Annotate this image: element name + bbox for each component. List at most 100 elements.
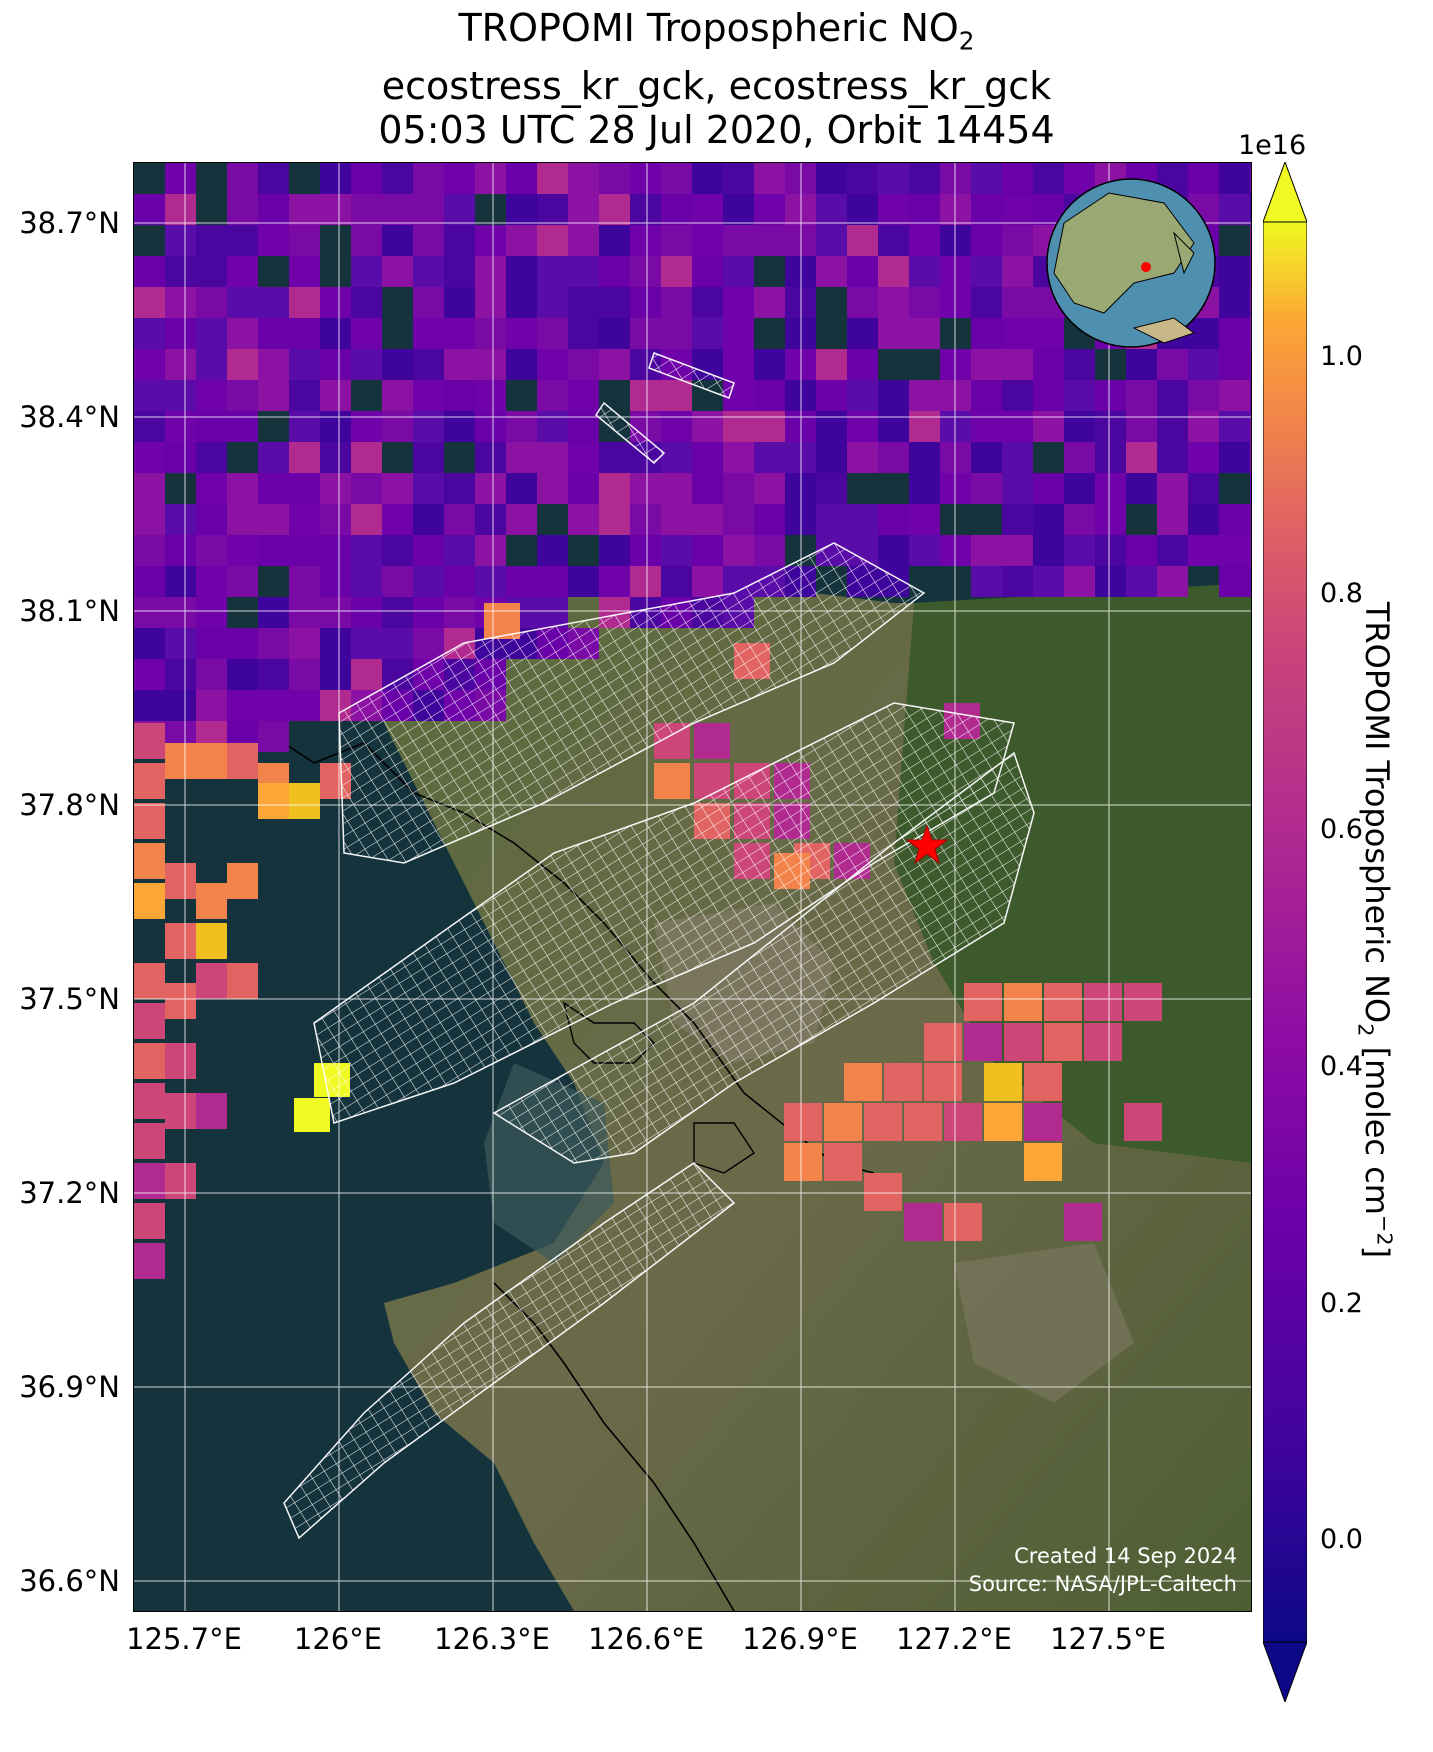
no2-pixel	[289, 349, 320, 380]
no2-pixel	[1002, 380, 1033, 411]
no2-pixel	[134, 597, 165, 628]
no2-pixel	[444, 225, 475, 256]
no2-pixel	[1219, 194, 1250, 225]
no2-pixel	[1002, 473, 1033, 504]
no2-pixel	[165, 349, 196, 380]
no2-pixel	[909, 442, 940, 473]
no2-pixel	[165, 863, 196, 899]
no2-pixel	[971, 163, 1002, 194]
no2-pixel	[320, 442, 351, 473]
no2-pixel	[258, 287, 289, 318]
no2-pixel	[971, 380, 1002, 411]
no2-pixel	[537, 380, 568, 411]
no2-pixel	[258, 597, 289, 628]
lat-label: 38.4°N	[19, 400, 120, 434]
no2-pixel	[1002, 256, 1033, 287]
no2-pixel	[630, 256, 661, 287]
no2-pixel	[320, 411, 351, 442]
no2-pixel	[630, 318, 661, 349]
title-line-2: ecostress_kr_gck, ecostress_kr_gck	[381, 63, 1052, 108]
no2-pixel	[506, 442, 537, 473]
no2-pixel	[444, 194, 475, 225]
no2-pixel	[537, 287, 568, 318]
no2-pixel	[630, 380, 661, 411]
title-line-1: TROPOMI Tropospheric NO2	[458, 6, 975, 56]
no2-pixel	[413, 194, 444, 225]
no2-pixel	[196, 380, 227, 411]
no2-pixel	[630, 504, 661, 535]
target-location-star[interactable]	[905, 824, 949, 865]
no2-pixel	[134, 803, 165, 839]
map-panel[interactable]: Created 14 Sep 2024 Source: NASA/JPL-Cal…	[133, 162, 1252, 1612]
no2-pixel	[1157, 473, 1188, 504]
no2-pixel	[1157, 566, 1188, 597]
no2-pixel	[258, 163, 289, 194]
no2-pixel	[971, 473, 1002, 504]
lon-label: 127.5°E	[1050, 1622, 1166, 1656]
no2-pixel	[134, 1003, 165, 1039]
no2-pixel	[413, 318, 444, 349]
no2-pixel	[1064, 473, 1095, 504]
no2-pixel	[754, 287, 785, 318]
no2-pixel	[1064, 380, 1095, 411]
no2-pixel	[1024, 1063, 1062, 1101]
no2-pixel	[196, 628, 227, 659]
no2-pixel	[258, 380, 289, 411]
no2-pixel	[289, 225, 320, 256]
no2-pixel	[847, 256, 878, 287]
no2-pixel	[289, 287, 320, 318]
no2-pixel	[661, 225, 692, 256]
no2-pixel	[289, 597, 320, 628]
no2-pixel	[692, 163, 723, 194]
no2-pixel	[1044, 983, 1082, 1021]
no2-pixel	[506, 225, 537, 256]
no2-pixel	[382, 597, 413, 628]
no2-pixel	[227, 863, 258, 899]
no2-pixel	[1095, 504, 1126, 535]
colorbar-tick: 0.6	[1320, 814, 1363, 845]
no2-pixel	[165, 628, 196, 659]
no2-pixel	[1024, 1143, 1062, 1181]
no2-pixel	[475, 566, 506, 597]
no2-pixel	[864, 1103, 902, 1141]
no2-pixel	[1002, 163, 1033, 194]
no2-pixel	[1219, 256, 1250, 287]
title-line-3: 05:03 UTC 28 Jul 2020, Orbit 14454	[378, 107, 1055, 152]
colorbar-label: TROPOMI Tropospheric NO2 [molec cm−2]	[1353, 601, 1397, 1259]
no2-pixel	[971, 566, 1002, 597]
no2-pixel	[165, 225, 196, 256]
no2-pixel	[1004, 983, 1042, 1021]
no2-pixel	[506, 473, 537, 504]
no2-pixel	[661, 256, 692, 287]
no2-pixel	[1126, 349, 1157, 380]
no2-pixel	[351, 628, 382, 659]
lat-label: 37.2°N	[19, 1176, 120, 1210]
no2-pixel	[1157, 535, 1188, 566]
no2-pixel	[1188, 442, 1219, 473]
no2-pixel	[964, 983, 1002, 1021]
no2-pixel	[537, 318, 568, 349]
no2-pixel	[258, 194, 289, 225]
no2-pixel	[134, 1203, 165, 1239]
no2-pixel	[1157, 349, 1188, 380]
no2-pixel	[134, 287, 165, 318]
no2-pixel	[134, 504, 165, 535]
no2-pixel	[661, 380, 692, 411]
no2-pixel	[444, 504, 475, 535]
no2-pixel	[196, 473, 227, 504]
no2-pixel	[723, 411, 754, 442]
no2-pixel	[692, 566, 723, 597]
no2-pixel	[413, 349, 444, 380]
no2-pixel	[1033, 504, 1064, 535]
no2-pixel	[754, 473, 785, 504]
no2-pixel	[227, 349, 258, 380]
no2-pixel	[134, 1123, 165, 1159]
no2-pixel	[847, 225, 878, 256]
no2-pixel	[1002, 411, 1033, 442]
no2-pixel	[1095, 566, 1126, 597]
no2-pixel	[1002, 566, 1033, 597]
no2-pixel	[165, 1163, 196, 1199]
no2-pixel	[134, 628, 165, 659]
no2-pixel	[351, 349, 382, 380]
ecostress-footprints	[283, 352, 1035, 1540]
